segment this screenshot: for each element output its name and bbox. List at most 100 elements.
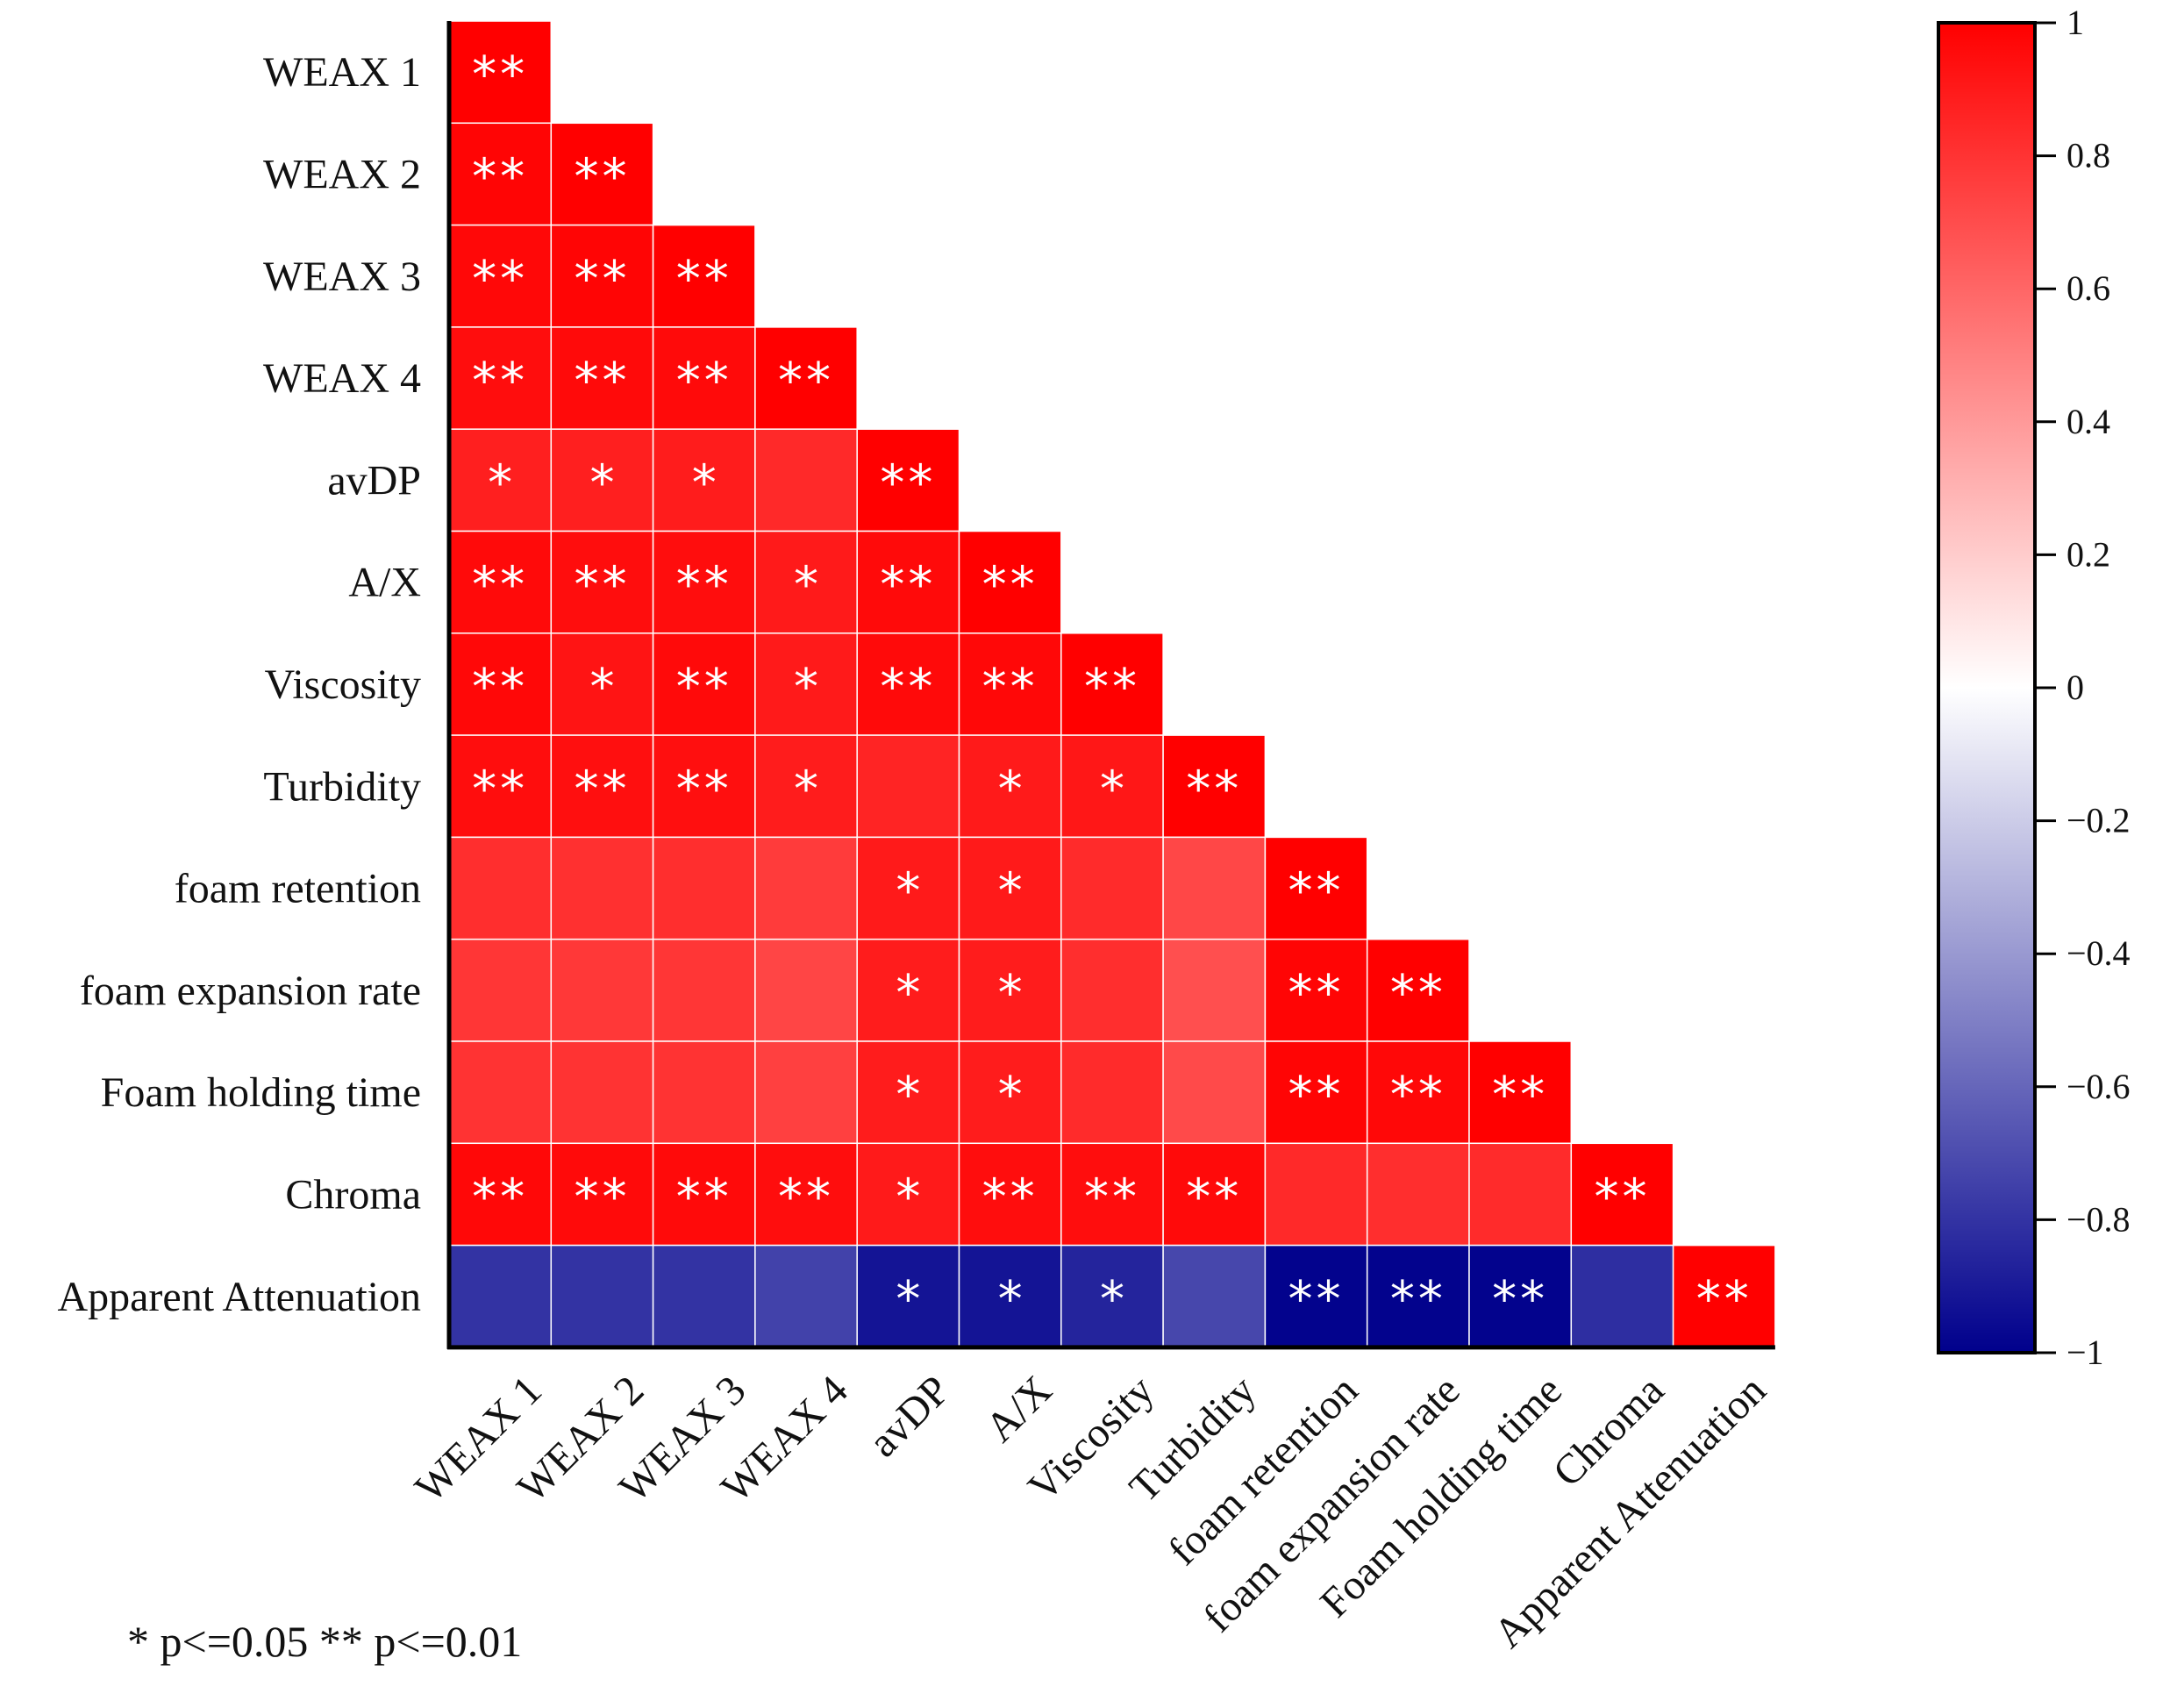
significance-mark: ** xyxy=(676,251,732,308)
heatmap-cell-foam-holding-time-foam-holding-time xyxy=(1468,1040,1573,1145)
heatmap-cell-a-x-weax-4 xyxy=(754,530,858,634)
heatmap-cell-weax-3-weax-1 xyxy=(448,224,553,328)
y-label-turbidity: Turbidity xyxy=(263,763,421,810)
heatmap-cell-foam-retention-viscosity xyxy=(1060,836,1164,940)
heatmap-cell-foam-expansion-rate-weax-4 xyxy=(754,938,858,1042)
significance-mark: ** xyxy=(1288,965,1345,1022)
significance-mark: ** xyxy=(1186,1168,1242,1226)
heatmap-cell-weax-2-weax-2 xyxy=(550,122,654,226)
y-label-weax-1: WEAX 1 xyxy=(263,49,421,96)
heatmap-cell-chroma-viscosity xyxy=(1060,1142,1164,1247)
significance-mark: ** xyxy=(880,659,936,716)
heatmap-cell-weax-1-weax-1 xyxy=(448,20,553,125)
axes xyxy=(446,21,1775,1350)
significance-mark: * xyxy=(998,863,1023,920)
heatmap-cell-apparent-attenuation-weax-2 xyxy=(550,1244,654,1348)
y-label-apparent-attenuation: Apparent Attenuation xyxy=(57,1274,421,1320)
colorbar-gradient xyxy=(1937,21,2037,1354)
significance-mark: * xyxy=(488,454,512,511)
significance-mark: ** xyxy=(472,557,528,614)
heatmap-cell-chroma-foam-holding-time xyxy=(1468,1142,1573,1247)
significance-mark: ** xyxy=(676,659,732,716)
heatmap-cell-foam-retention-a-x xyxy=(958,836,1062,940)
heatmap-cell-chroma-a-x xyxy=(958,1142,1062,1247)
significance-mark: * xyxy=(1100,1271,1124,1328)
heatmap-cell-foam-expansion-rate-turbidity xyxy=(1162,938,1267,1042)
x-label-avdp: avDP xyxy=(860,1367,959,1466)
significance-mark: * xyxy=(1100,761,1124,818)
heatmap-cell-foam-holding-time-a-x xyxy=(958,1040,1062,1145)
significance-mark: ** xyxy=(880,557,936,614)
heatmap-cell-foam-holding-time-weax-4 xyxy=(754,1040,858,1145)
heatmap-cell-chroma-weax-1 xyxy=(448,1142,553,1247)
significance-mark: ** xyxy=(982,1168,1039,1226)
significance-mark: * xyxy=(998,1271,1023,1328)
significance-mark: ** xyxy=(472,148,528,205)
heatmap-cell-foam-expansion-rate-foam-retention xyxy=(1264,938,1368,1042)
significance-mark: ** xyxy=(1390,965,1446,1022)
heatmap-cell-foam-expansion-rate-foam-expansion-rate xyxy=(1366,938,1470,1042)
significance-mark: ** xyxy=(880,454,936,511)
heatmap-cell-chroma-weax-2 xyxy=(550,1142,654,1247)
significance-mark: * xyxy=(896,965,920,1022)
significance-mark: ** xyxy=(472,353,528,410)
significance-mark: ** xyxy=(472,659,528,716)
heatmap-cell-weax-4-weax-2 xyxy=(550,326,654,430)
y-label-foam-expansion-rate: foam expansion rate xyxy=(80,968,421,1014)
heatmap-cell-chroma-chroma xyxy=(1570,1142,1674,1247)
significance-mark: ** xyxy=(472,251,528,308)
significance-mark: ** xyxy=(778,1168,834,1226)
heatmap-cell-foam-expansion-rate-weax-3 xyxy=(652,938,756,1042)
colorbar-tick-label: 0.6 xyxy=(2066,268,2110,308)
heatmap-cell-viscosity-weax-1 xyxy=(448,632,553,736)
colorbar-tick-label: 0.8 xyxy=(2066,136,2110,175)
heatmap-cell-avdp-weax-2 xyxy=(550,428,654,532)
significance-mark: ** xyxy=(778,353,834,410)
colorbar-tick-label: −1 xyxy=(2066,1333,2104,1372)
heatmap-cell-chroma-foam-expansion-rate xyxy=(1366,1142,1470,1247)
y-label-foam-retention: foam retention xyxy=(175,866,421,912)
significance-mark: * xyxy=(998,1067,1023,1124)
heatmap-cell-foam-holding-time-foam-retention xyxy=(1264,1040,1368,1145)
significance-mark: ** xyxy=(1288,863,1345,920)
heatmap-cell-foam-retention-turbidity xyxy=(1162,836,1267,940)
heatmap-cell-apparent-attenuation-chroma xyxy=(1570,1244,1674,1348)
heatmap-cell-turbidity-weax-3 xyxy=(652,734,756,839)
significance-mark: * xyxy=(794,659,818,716)
significance-mark: * xyxy=(896,863,920,920)
heatmap-cell-turbidity-avdp xyxy=(856,734,960,839)
y-label-avdp: avDP xyxy=(327,457,421,504)
heatmap-cell-foam-holding-time-turbidity xyxy=(1162,1040,1267,1145)
heatmap-cell-weax-3-weax-3 xyxy=(652,224,756,328)
heatmap-cell-foam-holding-time-weax-3 xyxy=(652,1040,756,1145)
heatmap-cell-turbidity-weax-1 xyxy=(448,734,553,839)
heatmap-cell-apparent-attenuation-weax-1 xyxy=(448,1244,553,1348)
heatmap-cell-foam-holding-time-weax-1 xyxy=(448,1040,553,1145)
significance-mark: ** xyxy=(676,353,732,410)
heatmap-cell-turbidity-turbidity xyxy=(1162,734,1267,839)
significance-mark: ** xyxy=(1594,1168,1650,1226)
significance-mark: ** xyxy=(472,1168,528,1226)
heatmap-cell-weax-3-weax-2 xyxy=(550,224,654,328)
heatmap-cell-a-x-weax-3 xyxy=(652,530,756,634)
heatmap-cell-weax-4-weax-4 xyxy=(754,326,858,430)
colorbar-tick-label: −0.4 xyxy=(2066,933,2131,973)
significance-mark: ** xyxy=(676,761,732,818)
heatmap-cell-apparent-attenuation-foam-expansion-rate xyxy=(1366,1244,1470,1348)
significance-mark: ** xyxy=(1390,1271,1446,1328)
heatmap-cell-apparent-attenuation-weax-4 xyxy=(754,1244,858,1348)
heatmap-cell-apparent-attenuation-apparent-attenuation xyxy=(1672,1244,1776,1348)
heatmap-cell-apparent-attenuation-viscosity xyxy=(1060,1244,1164,1348)
heatmap-cell-foam-expansion-rate-a-x xyxy=(958,938,1062,1042)
significance-mark: ** xyxy=(1084,659,1140,716)
significance-mark: ** xyxy=(676,1168,732,1226)
significance-mark: ** xyxy=(1288,1067,1345,1124)
significance-mark: ** xyxy=(574,1168,630,1226)
colorbar-tick-label: 0.2 xyxy=(2066,534,2110,574)
colorbar-tick-label: 0 xyxy=(2066,668,2084,707)
y-label-weax-2: WEAX 2 xyxy=(263,151,421,197)
significance-mark: ** xyxy=(472,46,528,104)
heatmap-cell-weax-2-weax-1 xyxy=(448,122,553,226)
colorbar-tick-label: −0.8 xyxy=(2066,1199,2131,1239)
